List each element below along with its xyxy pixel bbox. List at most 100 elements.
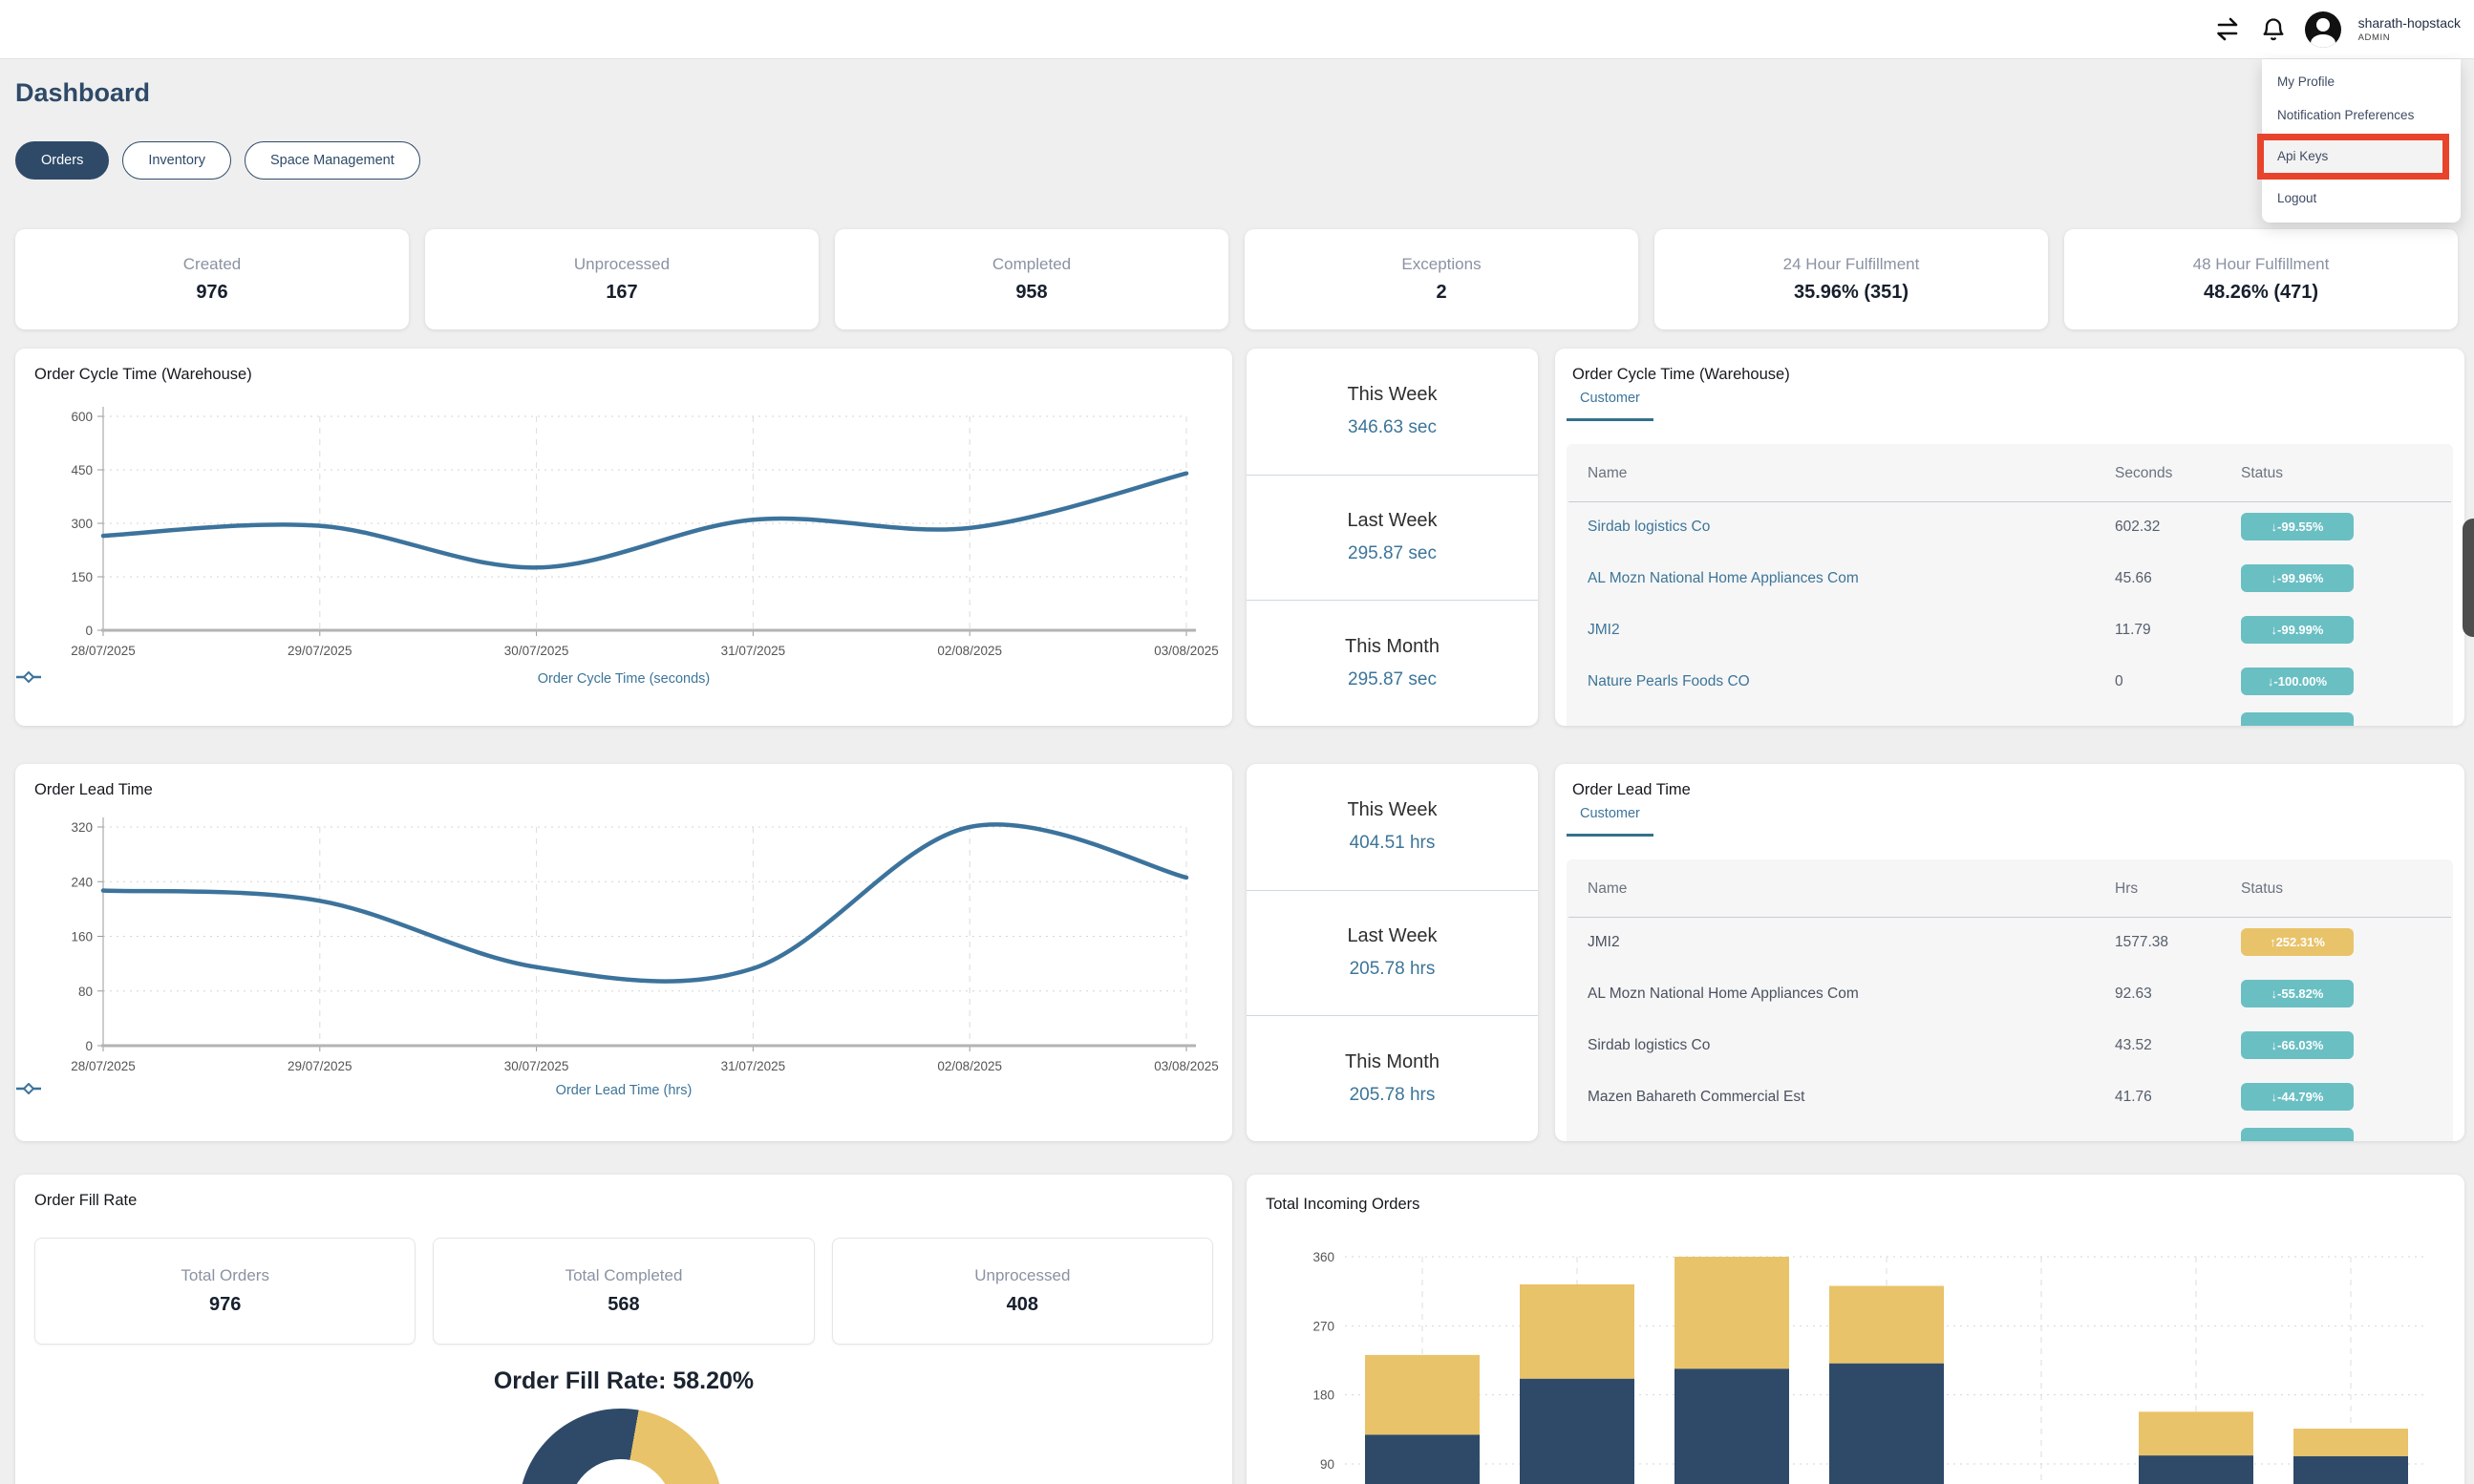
- line-series-marker-icon: [16, 671, 41, 683]
- stat-label: This Month: [1345, 635, 1440, 657]
- card-title: Order Lead Time: [1572, 781, 1691, 798]
- kpi-value: 2: [1436, 282, 1447, 303]
- hrs-value: 1577.38: [2115, 934, 2169, 950]
- kpi-label: Created: [182, 255, 242, 273]
- mini-card-label: Unprocessed: [974, 1266, 1071, 1284]
- svg-text:02/08/2025: 02/08/2025: [937, 644, 1002, 658]
- mini-card-total-completed: Total Completed 568: [433, 1238, 815, 1345]
- hrs-value: 92.63: [2115, 986, 2152, 1002]
- svg-text:02/08/2025: 02/08/2025: [937, 1059, 1002, 1073]
- column-header-status: Status: [2241, 465, 2283, 481]
- table-row[interactable]: AL Mozn National Home Appliances Com 92.…: [1567, 969, 2453, 1021]
- stat-value: 404.51 hrs: [1349, 833, 1436, 854]
- kpi-value: 958: [1015, 282, 1048, 303]
- menu-item-my-profile[interactable]: My Profile: [2277, 74, 2335, 89]
- svg-text:270: 270: [1312, 1319, 1334, 1333]
- hrs-value: 41.76: [2115, 1089, 2152, 1105]
- kpi-card-exceptions: Exceptions 2: [1245, 229, 1638, 329]
- chart-legend[interactable]: Order Lead Time (hrs): [15, 1083, 1232, 1098]
- svg-text:450: 450: [71, 463, 93, 477]
- user-role: ADMIN: [2357, 32, 2391, 43]
- svg-text:180: 180: [1312, 1389, 1334, 1403]
- svg-text:31/07/2025: 31/07/2025: [721, 1059, 786, 1073]
- fill-rate-donut-chart: [519, 1409, 723, 1484]
- kpi-value: 167: [606, 282, 638, 303]
- order-cycle-time-line-chart: 28/07/2025 29/07/2025 30/07/2025 31/07/2025…: [71, 407, 1219, 658]
- table-row[interactable]: JMI2 11.79 ↓-99.99%: [1567, 605, 2453, 657]
- stat-value: 346.63 sec: [1348, 417, 1437, 438]
- status-badge: ↓-100.00%: [2241, 668, 2354, 695]
- status-badge-clipped: [2241, 1128, 2354, 1141]
- svg-text:600: 600: [71, 410, 93, 424]
- svg-text:03/08/2025: 03/08/2025: [1154, 644, 1219, 658]
- table-row[interactable]: JMI2 1577.38 ↑252.31%: [1567, 918, 2453, 969]
- notifications-bell-icon[interactable]: [2259, 15, 2288, 44]
- kpi-label: Unprocessed: [573, 255, 671, 273]
- card-title: Order Fill Rate: [34, 1192, 138, 1209]
- column-header-status: Status: [2241, 880, 2283, 897]
- order-cycle-time-table-card: Order Cycle Time (Warehouse) Customer Na…: [1555, 349, 2464, 726]
- switch-warehouse-icon[interactable]: [2213, 15, 2242, 44]
- mini-card-total-orders: Total Orders 976: [34, 1238, 416, 1345]
- customer-name-link[interactable]: AL Mozn National Home Appliances Com: [1588, 570, 1859, 586]
- mini-card-value: 568: [608, 1294, 640, 1315]
- stat-this-month: This Month 295.87 sec: [1247, 600, 1538, 726]
- stat-label: Last Week: [1347, 925, 1438, 947]
- vertical-scrollbar-thumb[interactable]: [2463, 519, 2474, 637]
- topbar: sharath-hopstack ADMIN: [0, 0, 2474, 59]
- customer-name-link[interactable]: Nature Pearls Foods CO: [1588, 673, 1750, 689]
- table-row[interactable]: Nature Pearls Foods CO 0 ↓-100.00%: [1567, 657, 2453, 709]
- hrs-value: 43.52: [2115, 1037, 2152, 1053]
- status-badge: ↓-44.79%: [2241, 1083, 2354, 1111]
- tab-customer[interactable]: Customer: [1567, 391, 1653, 421]
- chart-legend[interactable]: Order Cycle Time (seconds): [15, 671, 1232, 687]
- svg-text:320: 320: [71, 820, 93, 835]
- mini-card-value: 408: [1006, 1294, 1038, 1315]
- table-row[interactable]: Sirdab logistics Co 602.32 ↓-99.55%: [1567, 502, 2453, 554]
- kpi-card-completed: Completed 958: [835, 229, 1228, 329]
- table-row[interactable]: AL Mozn National Home Appliances Com 45.…: [1567, 554, 2453, 605]
- column-header-name: Name: [1588, 465, 1628, 481]
- customer-name: Mazen Bahareth Commercial Est: [1588, 1089, 1805, 1105]
- menu-item-notification-preferences[interactable]: Notification Preferences: [2277, 108, 2415, 122]
- lead-time-stats-card: This Week 404.51 hrs Last Week 205.78 hr…: [1247, 764, 1538, 1141]
- kpi-label: 48 Hour Fulfillment: [2192, 255, 2330, 273]
- stat-label: This Week: [1347, 799, 1438, 821]
- stat-last-week: Last Week 295.87 sec: [1247, 474, 1538, 601]
- card-title: Total Incoming Orders: [1266, 1196, 1420, 1213]
- kpi-card-48h-fulfillment: 48 Hour Fulfillment 48.26% (471): [2064, 229, 2458, 329]
- column-header-hrs: Hrs: [2115, 880, 2139, 897]
- cycle-time-table: Name Seconds Status Sirdab logistics Co …: [1567, 444, 2453, 726]
- fill-rate-headline: Order Fill Rate: 58.20%: [493, 1367, 755, 1394]
- order-lead-time-chart-card: Order Lead Time 28/07/2025 29/07/2025 30/0…: [15, 764, 1232, 1141]
- kpi-card-unprocessed: Unprocessed 167: [425, 229, 819, 329]
- customer-name: AL Mozn National Home Appliances Com: [1588, 986, 1859, 1002]
- table-row[interactable]: Sirdab logistics Co 43.52 ↓-66.03%: [1567, 1021, 2453, 1072]
- svg-text:28/07/2025: 28/07/2025: [71, 644, 136, 658]
- tab-orders[interactable]: Orders: [15, 141, 110, 180]
- order-cycle-time-chart-card: Order Cycle Time (Warehouse) 28/07/2025 2…: [15, 349, 1232, 726]
- kpi-value: 35.96% (351): [1793, 282, 1909, 303]
- mini-card-value: 976: [208, 1294, 242, 1315]
- customer-name-link[interactable]: JMI2: [1588, 622, 1620, 638]
- column-header-seconds: Seconds: [2115, 465, 2173, 481]
- table-row[interactable]: Mazen Bahareth Commercial Est 41.76 ↓-44…: [1567, 1072, 2453, 1124]
- menu-item-api-keys[interactable]: Api Keys: [2264, 140, 2442, 173]
- tab-customer[interactable]: Customer: [1567, 806, 1653, 837]
- stat-last-week: Last Week 205.78 hrs: [1247, 889, 1538, 1016]
- seconds-value: 602.32: [2115, 519, 2161, 535]
- status-badge: ↓-55.82%: [2241, 980, 2354, 1007]
- customer-name-link[interactable]: Sirdab logistics Co: [1588, 519, 1711, 535]
- kpi-label: Completed: [992, 255, 1072, 273]
- svg-text:240: 240: [71, 875, 93, 889]
- svg-text:03/08/2025: 03/08/2025: [1154, 1059, 1219, 1073]
- user-info[interactable]: sharath-hopstack ADMIN: [2358, 15, 2461, 43]
- user-avatar[interactable]: [2304, 11, 2341, 48]
- menu-item-logout[interactable]: Logout: [2277, 191, 2317, 205]
- kpi-value: 48.26% (471): [2203, 282, 2319, 303]
- tab-inventory[interactable]: Inventory: [122, 141, 231, 180]
- page-title: Dashboard: [15, 78, 151, 107]
- tab-space-management[interactable]: Space Management: [244, 141, 420, 180]
- table-header: Name Seconds Status: [1567, 444, 2453, 501]
